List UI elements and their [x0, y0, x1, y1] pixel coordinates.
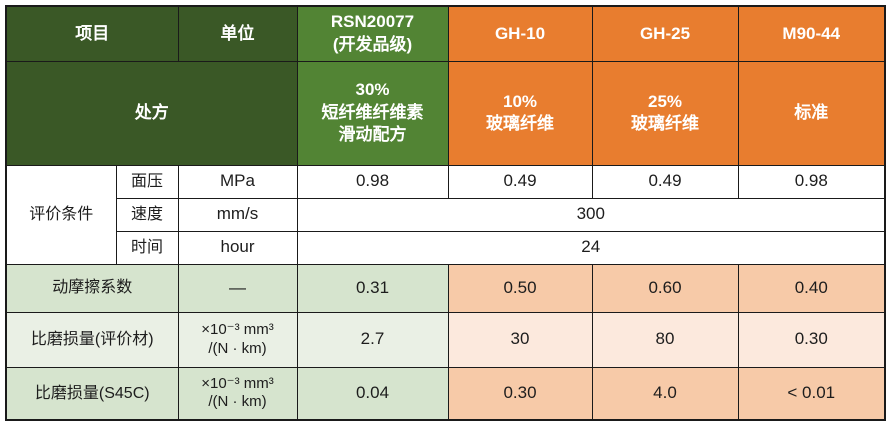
header-cell-item: 项目: [5, 5, 179, 62]
result-wear-s45c-value-gh-25: 4.0: [591, 366, 739, 421]
result-wear-s45c-unit: ×10⁻³ mm³ /(N · km): [177, 366, 298, 421]
result-wear-specimen-value-gh-10: 30: [447, 311, 593, 368]
eval-pressure-value-gh-10: 0.49: [447, 164, 593, 199]
product-header-m90-44: M90-44: [737, 5, 886, 62]
eval-time-label: 时间: [115, 230, 179, 265]
result-friction-value-gh-25: 0.60: [591, 263, 739, 313]
eval-time-unit: hour: [177, 230, 298, 265]
eval-speed-value-merged: 300: [296, 197, 886, 232]
eval-speed-label: 速度: [115, 197, 179, 232]
eval-pressure-value-rsn20077: 0.98: [296, 164, 449, 199]
result-wear-specimen-label: 比磨损量(评价材): [5, 311, 179, 368]
eval-row-speed: 速度 mm/s 300: [6, 197, 886, 232]
eval-pressure-unit: MPa: [177, 164, 298, 199]
eval-speed-unit: mm/s: [177, 197, 298, 232]
result-friction-value-gh-10: 0.50: [447, 263, 593, 313]
formula-cell-rsn20077: 30% 短纤维纤维素 滑动配方: [296, 60, 449, 166]
product-header-gh-10: GH-10: [447, 5, 593, 62]
result-friction-label: 动摩擦系数: [5, 263, 179, 313]
eval-pressure-label: 面压: [115, 164, 179, 199]
formula-cell-gh-25: 25% 玻璃纤维: [591, 60, 739, 166]
product-header-gh-25: GH-25: [591, 5, 739, 62]
eval-row-pressure: 评价条件 面压 MPa 0.98 0.49 0.49 0.98: [5, 164, 886, 265]
result-wear-specimen-unit: ×10⁻³ mm³ /(N · km): [177, 311, 298, 368]
result-row-wear-specimen: 比磨损量(评价材) ×10⁻³ mm³ /(N · km) 2.7 30 80 …: [5, 311, 886, 368]
result-wear-s45c-value-gh-10: 0.30: [447, 366, 593, 421]
result-wear-specimen-value-m90-44: 0.30: [737, 311, 886, 368]
result-wear-s45c-label: 比磨损量(S45C): [5, 366, 179, 421]
friction-wear-comparison-table: 项目 单位 RSN20077 (开发品级) GH-10 GH-25 M90-44…: [5, 5, 886, 421]
result-friction-unit: —: [177, 263, 298, 313]
eval-pressure-value-gh-25: 0.49: [591, 164, 739, 199]
result-wear-s45c-value-m90-44: < 0.01: [737, 366, 886, 421]
result-friction-value-m90-44: 0.40: [737, 263, 886, 313]
header-cell-formula: 处方: [5, 60, 298, 166]
formula-cell-m90-44: 标准: [737, 60, 886, 166]
header-row-products: 项目 单位 RSN20077 (开发品级) GH-10 GH-25 M90-44: [5, 5, 886, 62]
header-cell-unit: 单位: [177, 5, 298, 62]
header-row-formula: 处方 30% 短纤维纤维素 滑动配方 10% 玻璃纤维 25% 玻璃纤维 标准: [5, 60, 886, 166]
eval-group-label: 评价条件: [5, 164, 117, 265]
formula-cell-gh-10: 10% 玻璃纤维: [447, 60, 593, 166]
eval-row-time: 时间 hour 24: [6, 230, 886, 265]
eval-pressure-value-m90-44: 0.98: [737, 164, 886, 199]
result-wear-s45c-value-rsn20077: 0.04: [296, 366, 449, 421]
eval-time-value-merged: 24: [296, 230, 886, 265]
result-wear-specimen-value-gh-25: 80: [591, 311, 739, 368]
result-friction-value-rsn20077: 0.31: [296, 263, 449, 313]
product-header-rsn20077: RSN20077 (开发品级): [296, 5, 449, 62]
result-row-wear-s45c: 比磨损量(S45C) ×10⁻³ mm³ /(N · km) 0.04 0.30…: [5, 366, 886, 421]
result-wear-specimen-value-rsn20077: 2.7: [296, 311, 449, 368]
result-row-friction-coefficient: 动摩擦系数 — 0.31 0.50 0.60 0.40: [5, 263, 886, 313]
